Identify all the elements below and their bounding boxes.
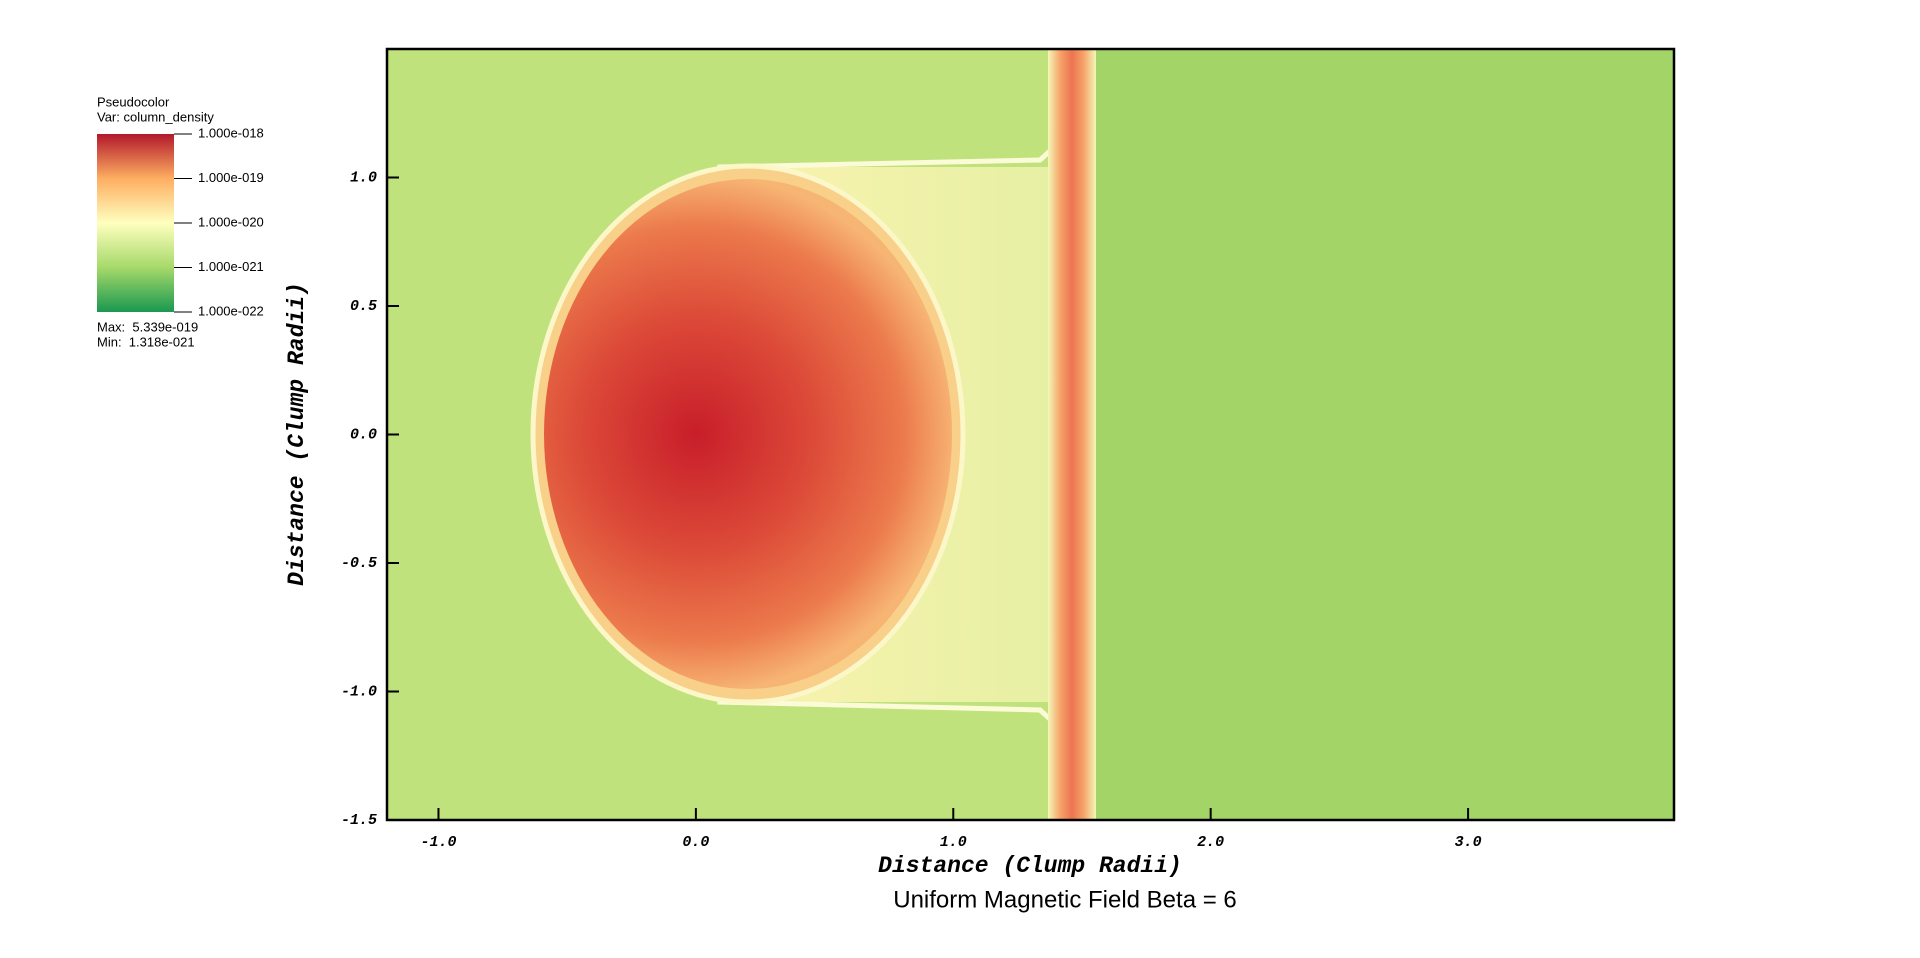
y-tick-label: -0.5 [341,555,377,572]
legend-min: Min: 1.318e-021 [97,334,195,349]
y-tick-label: -1.0 [341,683,377,700]
y-tick-label: 0.5 [350,298,377,315]
x-tick-label: 3.0 [1455,834,1482,851]
y-tick-label: 1.0 [350,169,377,186]
colorbar-tick-label: 1.000e-019 [198,170,264,185]
colorbar-tick-label: 1.000e-020 [198,214,264,229]
axes: -1.0 0.0 1.0 2.0 3.0 1.0 0.5 0.0 -0.5 -1.0 -1.5 [341,169,1482,851]
legend-max: Max: 5.339e-019 [97,319,198,334]
legend-variable: Var: column_density [97,109,214,124]
legend: Pseudocolor Var: column_density Max: 5.3… [97,94,264,349]
x-tick-label: -1.0 [420,834,456,851]
colorbar-tick-label: 1.000e-022 [198,303,264,318]
x-tick-label: 2.0 [1197,834,1224,851]
y-axis-title: Distance (Clump Radii) [284,282,310,586]
x-tick-label: 1.0 [940,834,967,851]
y-tick-label: -1.5 [341,812,377,829]
y-tick-label: 0.0 [350,426,377,443]
colorbar-tick-label: 1.000e-018 [198,125,264,140]
colorbar-tick-label: 1.000e-021 [198,259,264,274]
legend-plot-name: Pseudocolor [97,94,170,109]
x-axis-title: Distance (Clump Radii) [878,853,1182,879]
x-tick-label: 0.0 [682,834,709,851]
colorbar [97,134,174,312]
chart-title: Uniform Magnetic Field Beta = 6 [893,886,1237,913]
field-image [387,49,1674,820]
